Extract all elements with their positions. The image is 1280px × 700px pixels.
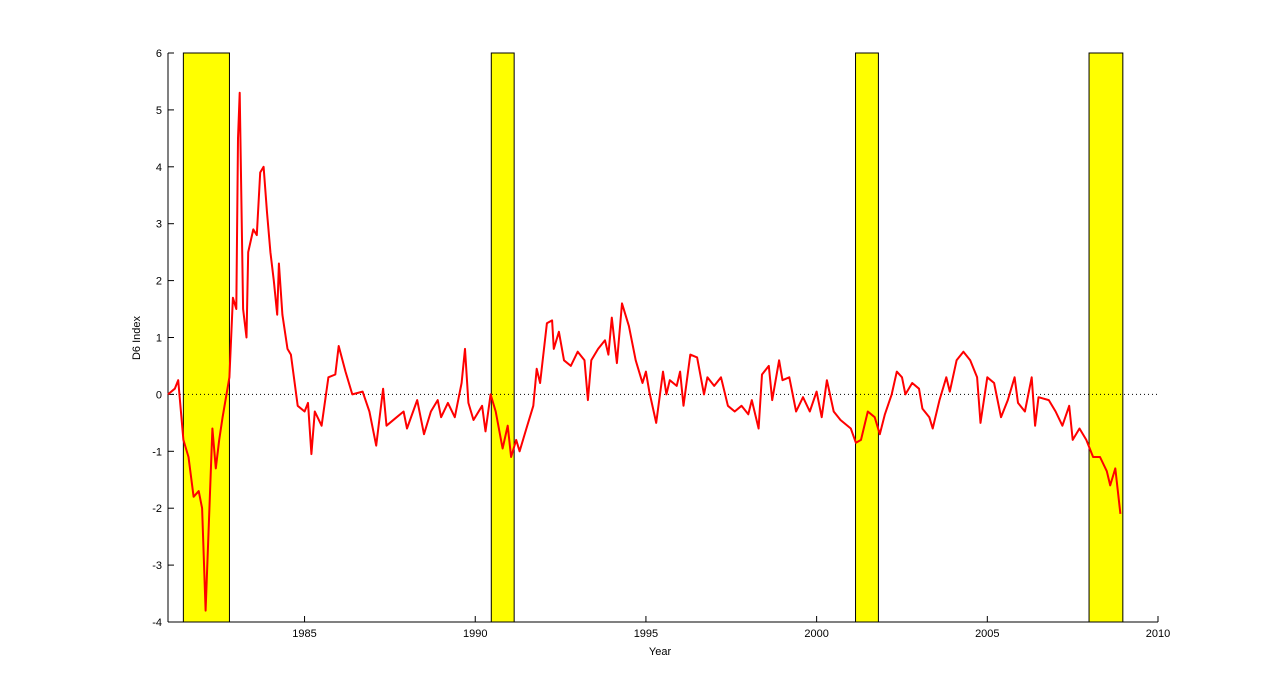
- x-tick-label: 1985: [292, 628, 316, 640]
- x-tick-label: 2005: [975, 628, 999, 640]
- shaded-range: [855, 52, 879, 623]
- y-tick-label: 6: [156, 48, 162, 60]
- y-tick-label: -3: [152, 560, 162, 572]
- shaded-range: [182, 52, 230, 623]
- y-tick-label: 2: [156, 276, 162, 288]
- y-tick-label: 4: [156, 162, 162, 174]
- x-tick-label: 1990: [463, 628, 487, 640]
- y-tick-label: 5: [156, 105, 162, 117]
- data-line: [167, 91, 1122, 612]
- x-tick-label: 2000: [804, 628, 828, 640]
- y-tick-label: 1: [156, 333, 162, 345]
- y-tick-label: -1: [152, 446, 162, 458]
- y-tick-label: 3: [156, 219, 162, 231]
- x-tick-label: 2010: [1146, 628, 1170, 640]
- shaded-range: [1088, 52, 1124, 623]
- y-tick-label: -2: [152, 503, 162, 515]
- y-axis-label: D6 Index: [131, 315, 143, 360]
- y-tick-label: -4: [152, 617, 162, 629]
- shaded-range: [490, 52, 515, 623]
- x-axis-label: Year: [649, 646, 672, 658]
- x-tick-label: 1995: [634, 628, 658, 640]
- y-tick-label: 0: [156, 389, 162, 401]
